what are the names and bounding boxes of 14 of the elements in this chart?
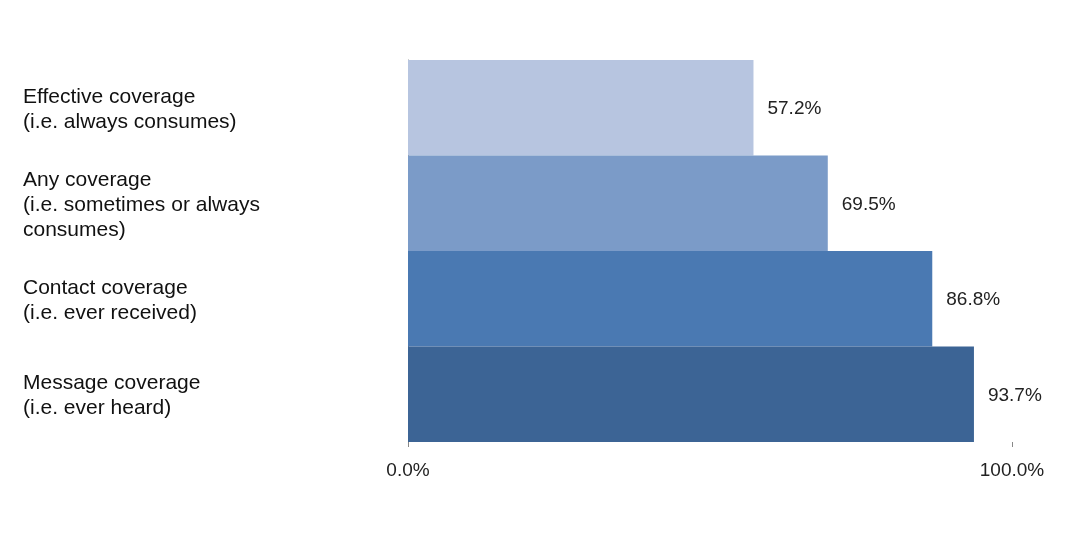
y-tick-label: Any coverage (i.e. sometimes or always consumes) [23,166,260,240]
data-label: 86.8% [946,288,1001,310]
data-label: 69.5% [841,192,896,214]
x-tick-label: 100.0% [979,459,1045,480]
bar [408,155,828,251]
y-tick-label: Contact coverage (i.e. ever received) [23,274,197,323]
bar [408,60,754,156]
y-tick-label: Effective coverage (i.e. always consumes) [23,83,237,132]
y-tick-label: Message coverage (i.e. ever heard) [23,370,201,419]
bar [408,346,974,442]
x-tick-label: 0.0% [386,459,430,480]
bar [408,251,933,347]
data-label: 93.7% [987,383,1042,405]
data-label: 57.2% [767,97,822,119]
